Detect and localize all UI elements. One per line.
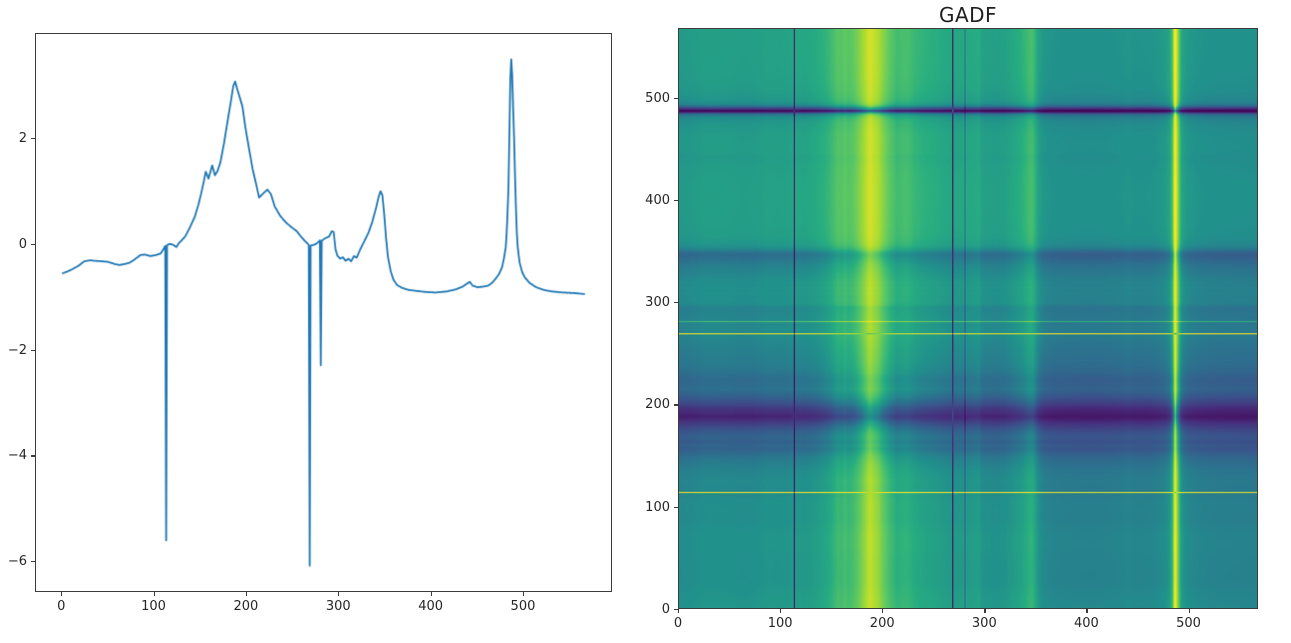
x-tick-label: 500	[510, 599, 536, 614]
tick-mark	[780, 609, 782, 613]
tick-mark	[31, 349, 35, 351]
tick-mark	[674, 199, 678, 202]
tick-mark	[61, 592, 63, 596]
tick-mark	[430, 592, 432, 596]
tick-mark	[674, 609, 678, 611]
gadf-title: GADF	[938, 3, 998, 27]
y-tick-label: −6	[7, 554, 27, 570]
y-tick-label: 400	[645, 192, 670, 208]
gadf-heatmap-plot	[678, 28, 1258, 609]
x-tick-label: 0	[57, 599, 66, 614]
x-tick-label: 100	[141, 599, 166, 614]
tick-mark	[31, 455, 35, 457]
tick-mark	[31, 137, 35, 139]
x-tick-label: 200	[233, 599, 259, 614]
x-tick-label: 100	[767, 616, 793, 631]
tick-mark	[984, 609, 986, 613]
tick-mark	[245, 592, 248, 596]
x-tick-label: 400	[1074, 616, 1099, 631]
y-tick-label: 300	[645, 295, 670, 311]
tick-mark	[153, 592, 155, 596]
tick-mark	[1188, 609, 1190, 613]
x-tick-label: 300	[325, 599, 351, 614]
y-tick-label: −2	[7, 342, 27, 358]
tick-mark	[674, 404, 678, 406]
tick-mark	[674, 97, 678, 99]
tick-mark	[31, 561, 35, 563]
tick-mark	[674, 506, 678, 508]
tick-mark	[522, 592, 525, 596]
x-tick-label: 500	[1176, 616, 1201, 631]
y-tick-label: −4	[7, 448, 27, 464]
x-tick-label: 400	[418, 599, 444, 614]
tick-mark	[674, 302, 678, 304]
line-plot	[35, 33, 612, 592]
y-tick-label: 0	[661, 602, 670, 617]
y-tick-label: 200	[645, 397, 670, 413]
line-plot-canvas	[36, 34, 611, 591]
tick-mark	[678, 609, 680, 613]
y-tick-label: 500	[645, 90, 670, 106]
x-tick-label: 300	[971, 616, 997, 631]
y-tick-label: 0	[18, 236, 27, 252]
x-tick-label: 200	[869, 616, 895, 631]
tick-mark	[338, 592, 340, 596]
y-tick-label: 2	[18, 130, 27, 146]
tick-mark	[31, 243, 35, 245]
tick-mark	[882, 609, 884, 613]
gadf-heatmap-canvas	[679, 29, 1257, 608]
y-tick-label: 100	[645, 499, 670, 515]
x-tick-label: 0	[673, 616, 683, 631]
tick-mark	[1086, 609, 1088, 613]
